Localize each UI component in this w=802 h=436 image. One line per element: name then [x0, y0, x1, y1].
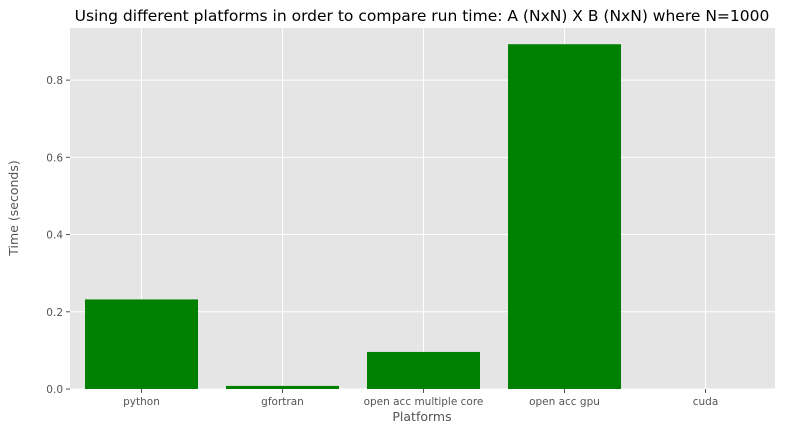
y-tick-label: 0.8 [46, 75, 63, 87]
y-axis-ticks: 0.0 0.2 0.4 0.6 0.8 [46, 75, 70, 396]
bar-gfortran [226, 385, 339, 389]
x-axis-ticks: python gfortran open acc multiple core open… [123, 389, 718, 408]
y-tick-label: 0.6 [46, 152, 63, 164]
bars [85, 44, 621, 390]
bar-open-acc-gpu [508, 44, 621, 390]
x-axis-label: Platforms [392, 409, 451, 424]
y-tick-label: 0.0 [46, 384, 63, 396]
chart-title: Using different platforms in order to co… [75, 7, 770, 25]
x-tick-label: open acc gpu [529, 396, 600, 408]
bar-open-acc-multiple-core [367, 351, 480, 389]
bar-python [85, 299, 198, 389]
y-tick-label: 0.4 [46, 230, 63, 242]
y-tick-label: 0.2 [46, 307, 63, 319]
y-axis-label: Time (seconds) [6, 160, 21, 256]
x-tick-label: cuda [693, 396, 719, 408]
x-tick-label: open acc multiple core [364, 396, 484, 408]
x-tick-label: python [123, 396, 160, 408]
x-tick-label: gfortran [261, 396, 304, 408]
